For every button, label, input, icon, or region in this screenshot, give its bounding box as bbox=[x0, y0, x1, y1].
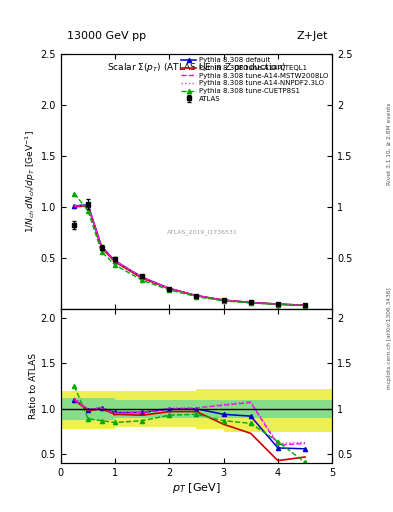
Pythia 8.308 tune-A14-MSTW2008LO bbox=[275, 301, 280, 307]
Text: mcplots.cern.ch [arXiv:1306.3436]: mcplots.cern.ch [arXiv:1306.3436] bbox=[387, 287, 392, 389]
Pythia 8.308 tune-A14-MSTW2008LO bbox=[248, 300, 253, 306]
Pythia 8.308 tune-A14-MSTW2008LO bbox=[221, 297, 226, 303]
Pythia 8.308 tune-A14-NNPDF2.3LO bbox=[303, 302, 307, 308]
Pythia 8.308 tune-A14-NNPDF2.3LO bbox=[221, 297, 226, 303]
Pythia 8.308 tune-CUETP8S1 bbox=[248, 300, 253, 306]
Pythia 8.308 default bbox=[194, 292, 199, 298]
Pythia 8.308 default bbox=[221, 297, 226, 303]
Pythia 8.308 tune-A14-MSTW2008LO bbox=[113, 258, 118, 264]
Pythia 8.308 tune-A14-NNPDF2.3LO bbox=[275, 301, 280, 307]
Text: Scalar $\Sigma(p_T)$ (ATLAS UE in Z production): Scalar $\Sigma(p_T)$ (ATLAS UE in Z prod… bbox=[107, 61, 286, 74]
Pythia 8.308 default bbox=[86, 202, 90, 208]
Pythia 8.308 tune-A14-NNPDF2.3LO bbox=[167, 285, 172, 291]
Line: Pythia 8.308 tune-CUETP8S1: Pythia 8.308 tune-CUETP8S1 bbox=[72, 191, 307, 308]
Pythia 8.308 tune-CUETP8S1 bbox=[275, 302, 280, 308]
Pythia 8.308 default bbox=[275, 301, 280, 307]
Pythia 8.308 default bbox=[303, 302, 307, 308]
Pythia 8.308 tune-A14-NNPDF2.3LO bbox=[113, 258, 118, 264]
Pythia 8.308 tune-CUETP8S1 bbox=[221, 298, 226, 304]
Pythia 8.308 default bbox=[140, 274, 145, 281]
Pythia 8.308 tune-A14-CTEQL1 bbox=[113, 259, 118, 265]
Pythia 8.308 tune-A14-CTEQL1 bbox=[140, 275, 145, 282]
Pythia 8.308 tune-A14-MSTW2008LO bbox=[86, 203, 90, 209]
Pythia 8.308 tune-A14-MSTW2008LO bbox=[303, 302, 307, 308]
Pythia 8.308 tune-A14-NNPDF2.3LO bbox=[72, 203, 77, 209]
Pythia 8.308 tune-A14-CTEQL1 bbox=[99, 245, 104, 251]
Pythia 8.308 tune-CUETP8S1 bbox=[303, 303, 307, 309]
Pythia 8.308 tune-A14-MSTW2008LO bbox=[99, 244, 104, 250]
Line: Pythia 8.308 tune-A14-MSTW2008LO: Pythia 8.308 tune-A14-MSTW2008LO bbox=[75, 206, 305, 305]
Pythia 8.308 tune-A14-NNPDF2.3LO bbox=[140, 274, 145, 281]
Text: Rivet 3.1.10, ≥ 2.8M events: Rivet 3.1.10, ≥ 2.8M events bbox=[387, 102, 392, 185]
Pythia 8.308 tune-A14-NNPDF2.3LO bbox=[194, 292, 199, 298]
Pythia 8.308 default bbox=[72, 203, 77, 209]
Pythia 8.308 tune-A14-CTEQL1 bbox=[221, 297, 226, 303]
Pythia 8.308 tune-A14-NNPDF2.3LO bbox=[248, 300, 253, 306]
Pythia 8.308 tune-CUETP8S1 bbox=[113, 262, 118, 268]
Line: Pythia 8.308 tune-A14-NNPDF2.3LO: Pythia 8.308 tune-A14-NNPDF2.3LO bbox=[75, 205, 305, 305]
Pythia 8.308 tune-CUETP8S1 bbox=[72, 190, 77, 197]
Pythia 8.308 default bbox=[167, 285, 172, 291]
Pythia 8.308 tune-CUETP8S1 bbox=[194, 293, 199, 300]
Pythia 8.308 tune-A14-MSTW2008LO bbox=[194, 292, 199, 298]
Pythia 8.308 tune-A14-MSTW2008LO bbox=[140, 274, 145, 281]
Pythia 8.308 tune-A14-NNPDF2.3LO bbox=[99, 244, 104, 250]
Pythia 8.308 tune-CUETP8S1 bbox=[167, 287, 172, 293]
Pythia 8.308 tune-A14-CTEQL1 bbox=[303, 302, 307, 308]
Text: ATLAS_2019_I1736531: ATLAS_2019_I1736531 bbox=[167, 229, 237, 235]
Pythia 8.308 tune-A14-CTEQL1 bbox=[275, 301, 280, 307]
Pythia 8.308 default bbox=[248, 300, 253, 306]
Pythia 8.308 tune-A14-CTEQL1 bbox=[248, 300, 253, 306]
Text: Z+Jet: Z+Jet bbox=[297, 31, 328, 41]
Pythia 8.308 default bbox=[113, 258, 118, 264]
Legend: Pythia 8.308 default, Pythia 8.308 tune-A14-CTEQL1, Pythia 8.308 tune-A14-MSTW20: Pythia 8.308 default, Pythia 8.308 tune-… bbox=[180, 56, 330, 103]
Pythia 8.308 tune-A14-NNPDF2.3LO bbox=[86, 202, 90, 208]
Pythia 8.308 tune-A14-MSTW2008LO bbox=[72, 203, 77, 209]
Pythia 8.308 default bbox=[99, 244, 104, 250]
Pythia 8.308 tune-CUETP8S1 bbox=[99, 249, 104, 255]
Text: 13000 GeV pp: 13000 GeV pp bbox=[67, 31, 146, 41]
Line: Pythia 8.308 default: Pythia 8.308 default bbox=[72, 203, 307, 307]
Y-axis label: Ratio to ATLAS: Ratio to ATLAS bbox=[29, 353, 38, 419]
Line: Pythia 8.308 tune-A14-CTEQL1: Pythia 8.308 tune-A14-CTEQL1 bbox=[75, 206, 305, 305]
Pythia 8.308 tune-A14-CTEQL1 bbox=[86, 203, 90, 209]
Pythia 8.308 tune-A14-CTEQL1 bbox=[194, 292, 199, 298]
Pythia 8.308 tune-A14-MSTW2008LO bbox=[167, 285, 172, 291]
Pythia 8.308 tune-CUETP8S1 bbox=[86, 208, 90, 214]
Pythia 8.308 tune-A14-CTEQL1 bbox=[72, 204, 77, 210]
Pythia 8.308 tune-A14-CTEQL1 bbox=[167, 285, 172, 291]
Y-axis label: $1/N_{ch}\,dN_{ch}/dp_T$ [GeV$^{-1}$]: $1/N_{ch}\,dN_{ch}/dp_T$ [GeV$^{-1}$] bbox=[23, 130, 38, 233]
X-axis label: $p_T$ [GeV]: $p_T$ [GeV] bbox=[172, 481, 221, 495]
Pythia 8.308 tune-CUETP8S1 bbox=[140, 278, 145, 284]
